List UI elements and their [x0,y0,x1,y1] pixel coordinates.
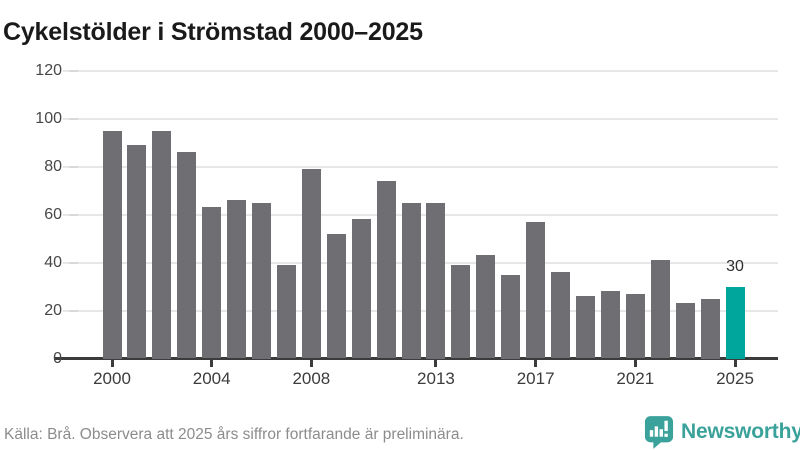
bar-2021 [625,293,645,359]
x-axis-tick [210,360,214,367]
newsworthy-logo-icon [644,415,674,449]
x-axis-tick [534,360,538,367]
bar-2016 [501,274,521,359]
bar-2025 [725,286,745,359]
grid-line [63,117,778,120]
bar-2017 [526,221,546,359]
bar-2014 [451,264,471,359]
bar-2001 [127,144,147,359]
bar-2009 [326,233,346,359]
x-axis-tick [309,360,313,367]
bar-2005 [227,200,247,359]
bar-2003 [177,152,197,359]
bar-2011 [376,180,396,359]
y-axis-tick [69,165,78,168]
source-note: Källa: Brå. Observera att 2025 års siffr… [4,426,464,443]
grid-line [63,165,778,168]
y-axis-label: 40 [44,253,62,271]
x-axis-tick [733,360,737,367]
y-axis-tick [54,357,63,360]
y-axis-tick [69,309,78,312]
bar-2022 [650,260,670,359]
bar-2020 [600,291,620,359]
bar-2012 [401,202,421,359]
y-axis-tick [69,117,78,120]
x-axis-label: 2008 [292,369,331,388]
x-axis-label: 2021 [616,369,655,388]
bar-2024 [700,298,720,359]
bar-2002 [152,130,172,359]
x-axis-label: 2000 [93,369,131,388]
bar-2023 [675,303,695,359]
x-axis-line [63,357,778,360]
y-axis-tick [69,213,78,216]
bar-2010 [351,219,371,359]
bar-value-label: 30 [726,257,744,275]
bar-2007 [276,264,296,359]
x-axis-label: 2025 [716,369,754,388]
x-axis-tick [434,360,438,367]
bar-chart-plot-area: 0 20 40 60 80 100 120 2000 2004 2008 2013 2017 2021 2… [35,61,778,388]
bar-2019 [575,296,595,359]
grid-line [63,69,778,72]
brand-name: Newsworthy [681,420,800,443]
y-axis-tick [69,69,78,72]
y-axis-label: 80 [44,157,62,175]
x-axis-tick [633,360,637,367]
bar-2018 [551,272,571,359]
x-axis-label: 2013 [417,369,455,388]
bar-2004 [202,207,222,359]
bar-2000 [102,130,122,359]
y-axis-label: 120 [35,61,62,79]
y-axis-label: 100 [35,109,62,127]
chart-title: Cykelstölder i Strömstad 2000–2025 [3,17,423,46]
bar-2013 [426,202,446,359]
bar-2006 [252,202,272,359]
x-axis-label: 2017 [516,369,555,388]
x-axis-tick [110,360,114,367]
bar-2015 [476,255,496,359]
y-axis-label: 60 [44,205,62,223]
x-axis-label: 2004 [192,369,231,388]
bar-2008 [301,168,321,359]
y-axis-tick [69,261,78,264]
y-axis-label: 20 [44,301,62,319]
newsworthy-brand-link[interactable]: Newsworthy [644,415,800,449]
y-axis-label: 0 [53,349,62,367]
